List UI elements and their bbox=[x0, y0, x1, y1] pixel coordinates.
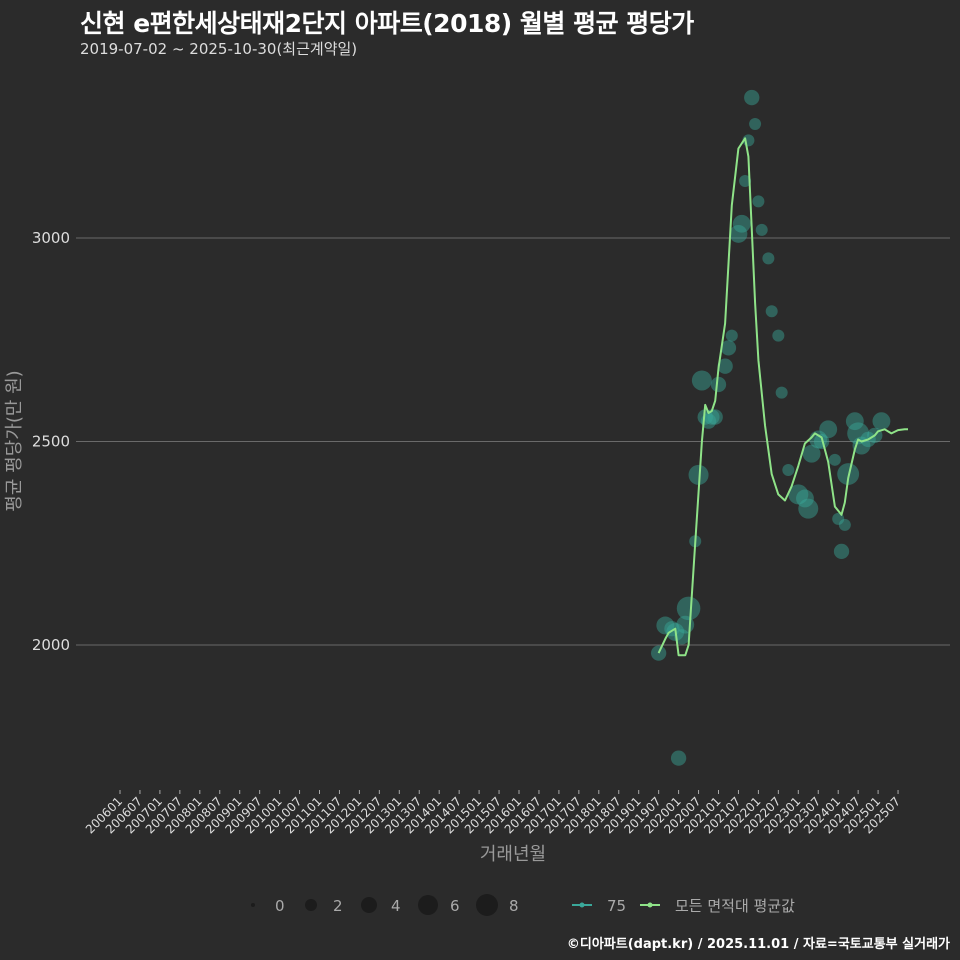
chart-title: 신현 e편한세상태재2단지 아파트(2018) 월별 평균 평당가 bbox=[80, 9, 694, 38]
data-bubble bbox=[872, 412, 891, 431]
data-bubble bbox=[833, 543, 850, 560]
data-bubble bbox=[650, 645, 667, 661]
legend-point-key bbox=[647, 902, 653, 908]
data-bubble bbox=[775, 386, 788, 399]
data-bubble bbox=[828, 453, 841, 466]
chart-subtitle: 2019-07-02 ~ 2025-10-30(최근계약일) bbox=[80, 40, 358, 58]
data-bubble bbox=[752, 195, 765, 208]
data-bubble bbox=[796, 489, 814, 508]
data-bubble bbox=[656, 616, 675, 635]
data-bubble bbox=[819, 420, 838, 439]
legend-point-key bbox=[579, 902, 585, 908]
legend-line-label: 75 bbox=[607, 897, 626, 915]
data-bubble bbox=[729, 225, 748, 243]
y-tick-label: 2000 bbox=[32, 636, 70, 654]
data-bubble bbox=[788, 484, 809, 505]
grid-lines bbox=[76, 237, 950, 646]
data-bubble bbox=[691, 370, 712, 391]
scatter-series-75 bbox=[650, 89, 891, 766]
data-bubble bbox=[674, 629, 690, 645]
source-caption: ©디아파트(dapt.kr) / 2025.11.01 / 자료=국토교통부 실… bbox=[566, 937, 950, 952]
data-bubble bbox=[782, 463, 795, 476]
legend-size-key bbox=[251, 903, 255, 907]
data-bubble bbox=[772, 329, 785, 342]
legend-size-label: 8 bbox=[509, 897, 519, 915]
data-bubble bbox=[725, 329, 738, 342]
data-bubble bbox=[798, 498, 819, 519]
legend: 0 2 4 6 8 75 모든 면적대 평균값 bbox=[251, 894, 795, 916]
x-axis: 2006012006072007012007072008012008072009… bbox=[83, 790, 903, 837]
data-bubble bbox=[720, 340, 737, 356]
data-bubble bbox=[676, 596, 701, 621]
legend-size-label: 6 bbox=[450, 897, 460, 915]
data-bubble bbox=[710, 376, 727, 393]
data-bubble bbox=[707, 409, 723, 425]
data-bubble bbox=[670, 750, 687, 766]
x-axis-title: 거래년월 bbox=[480, 844, 546, 865]
y-axis-title: 평균 평당가(만 원) bbox=[4, 370, 25, 511]
data-bubble bbox=[813, 433, 830, 450]
y-axis: 2000 2500 3000 bbox=[32, 229, 70, 654]
data-bubble bbox=[732, 214, 751, 233]
data-bubble bbox=[845, 412, 864, 431]
y-tick-label: 2500 bbox=[32, 433, 70, 451]
legend-size-label: 0 bbox=[275, 897, 285, 915]
data-bubble bbox=[802, 444, 821, 463]
y-tick-label: 3000 bbox=[32, 229, 70, 247]
legend-size-key bbox=[305, 899, 317, 911]
legend-size-label: 2 bbox=[333, 897, 343, 915]
legend-size-key bbox=[418, 895, 438, 915]
data-bubble bbox=[838, 518, 851, 531]
data-bubble bbox=[762, 252, 775, 265]
legend-line-label: 모든 면적대 평균값 bbox=[675, 897, 795, 915]
data-bubble bbox=[755, 223, 768, 236]
data-bubble bbox=[749, 118, 762, 131]
line-series-average bbox=[657, 137, 908, 657]
legend-size-key bbox=[361, 897, 377, 913]
legend-size-label: 4 bbox=[391, 897, 401, 915]
data-bubble bbox=[765, 305, 778, 318]
data-bubble bbox=[717, 358, 733, 374]
data-bubble bbox=[739, 175, 752, 188]
legend-size-key bbox=[476, 894, 498, 916]
data-bubble bbox=[744, 89, 760, 106]
data-bubble bbox=[688, 464, 709, 485]
data-bubble bbox=[847, 422, 870, 445]
data-bubble bbox=[832, 512, 845, 525]
